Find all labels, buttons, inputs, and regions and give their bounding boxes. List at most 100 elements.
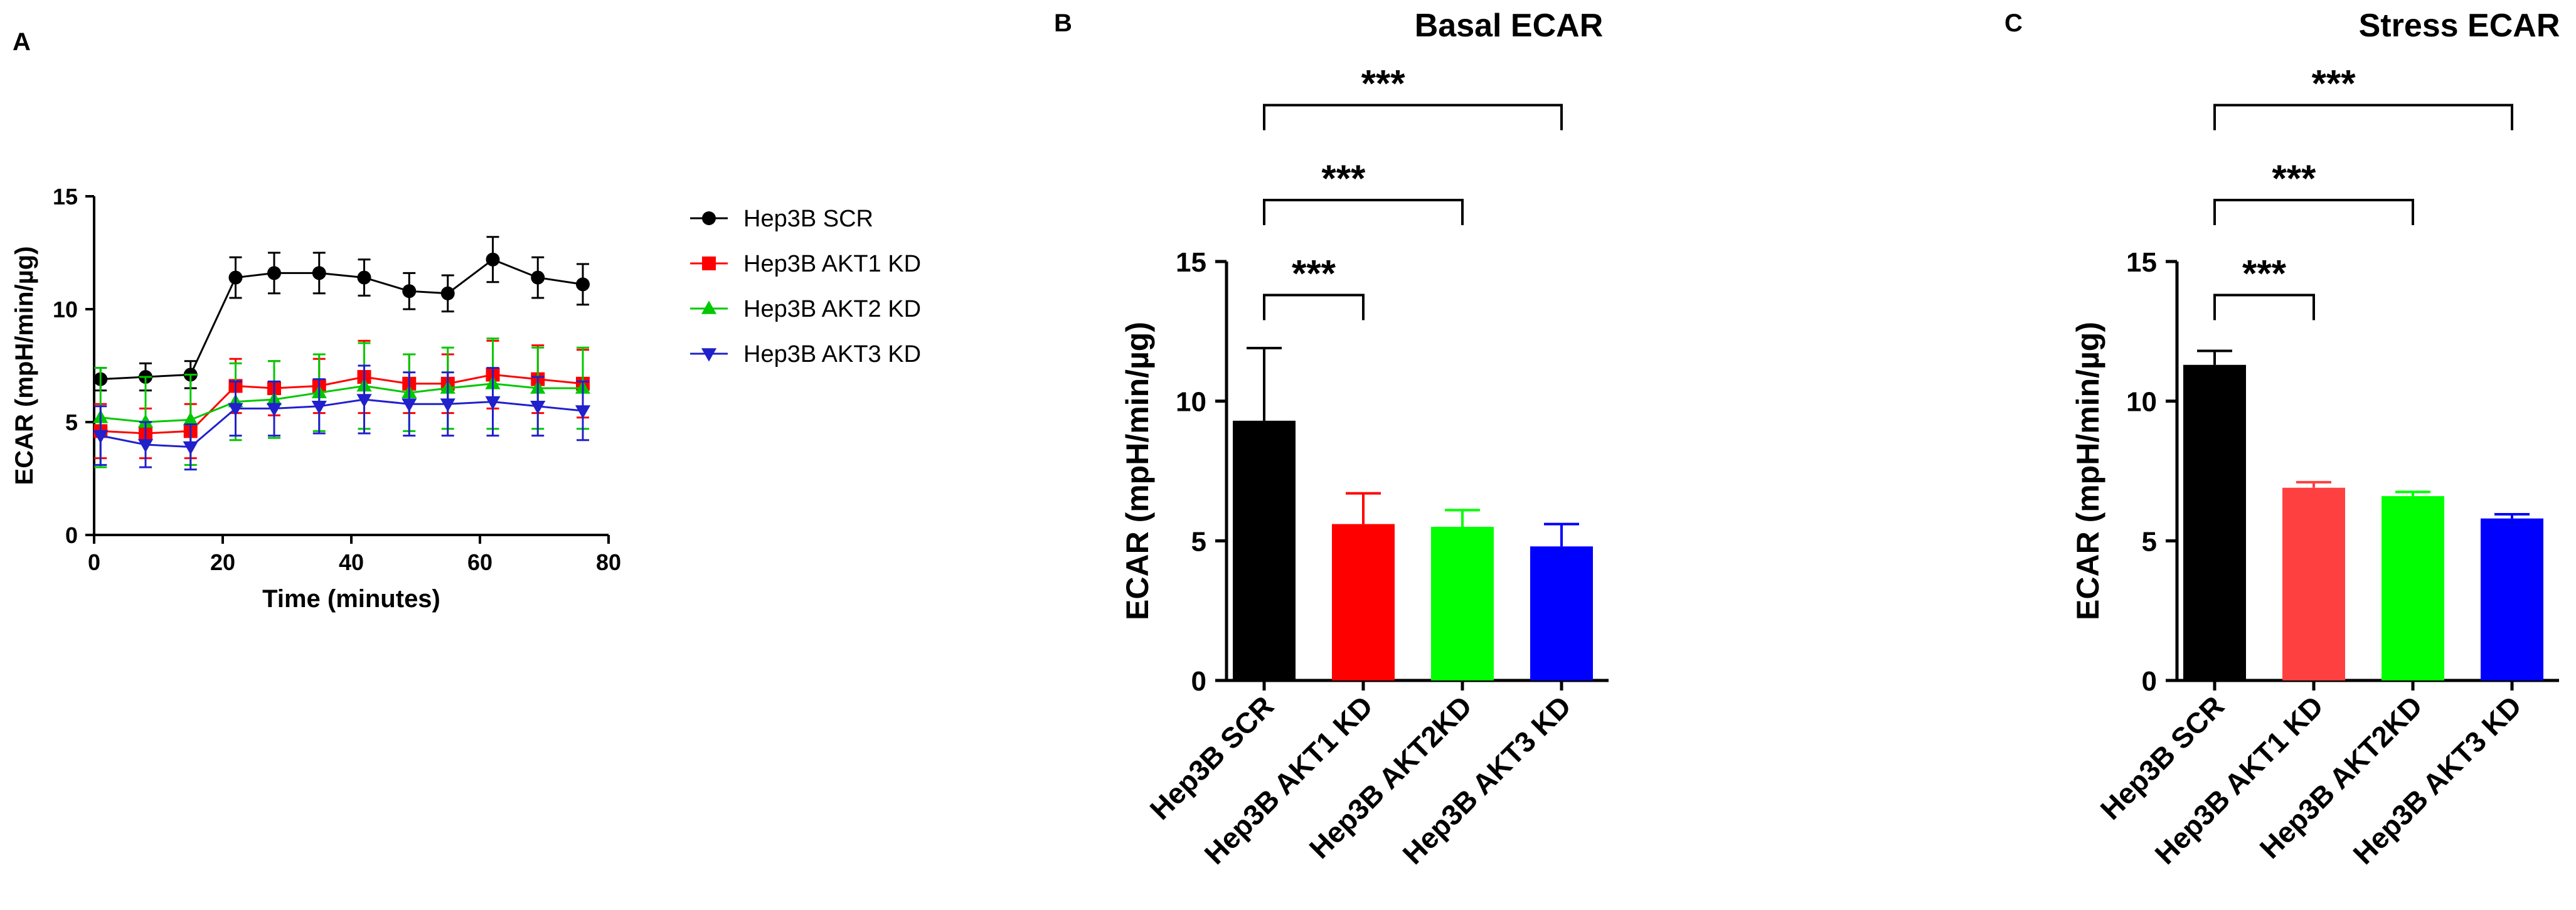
panel-c-bracket-line: [2213, 103, 2513, 130]
panel-a-data-point: [267, 266, 281, 280]
panel-c-title: Stress ECAR: [2359, 8, 2560, 44]
panel-a-data-point: [93, 430, 109, 444]
panel-b-bracket-line: [1263, 199, 1464, 226]
panel-a-x-tick-label: 80: [596, 549, 621, 575]
panel-a-data-point: [312, 266, 326, 280]
panel-b-significance-bracket: ***: [1263, 157, 1464, 226]
panel-b-significance-label: ***: [1292, 252, 1336, 294]
panel-a-x-tick-label: 60: [467, 549, 492, 575]
panel-b-bracket-line: [1263, 103, 1563, 130]
panel-a-line-chart: 0 5 10 15 0 20 40 60 80 Time (minutes) ECAR (mpH/m…: [11, 184, 921, 613]
panel-a-series: [93, 236, 591, 471]
panel-a-legend-label: Hep3B AKT1 KD: [743, 251, 921, 277]
panel-c-letter: C: [2004, 9, 2023, 37]
panel-a-legend-item-2: Hep3B AKT1 KD: [690, 251, 921, 277]
panel-a-legend-item-4: Hep3B AKT3 KD: [690, 341, 921, 368]
panel-a-data-point: [228, 403, 243, 417]
panel-a-legend-label: Hep3B AKT3 KD: [743, 341, 921, 368]
panel-a-data-point: [485, 396, 501, 410]
panel-b-y-axis-label: ECAR (mpH/min/µg): [1120, 322, 1155, 620]
panel-b-bracket-line: [1263, 294, 1365, 320]
panel-b-bar-chart: Basal ECAR 0 5 10 15 ECAR (mpH/min/µg)Hep3B S…: [1120, 8, 1609, 870]
panel-c-y-axis-label: ECAR (mpH/min/µg): [2070, 322, 2105, 620]
panel-c-bar-group: Hep3B AKT3 KD: [2346, 513, 2543, 870]
panel-b-x-tick-label: Hep3B AKT1 KD: [1198, 689, 1379, 870]
panel-a-legend-item-3: Hep3B AKT2 KD: [690, 296, 921, 322]
panel-a-data-point: [137, 414, 154, 428]
panel-a-data-point: [486, 252, 500, 267]
panel-a-legend: Hep3B SCR Hep3B AKT1 KD Hep3B AKT2 KD Hep3B…: [690, 206, 921, 368]
panel-a-series-line: [100, 383, 583, 423]
panel-c-significance-bracket: ***: [2213, 157, 2414, 226]
panel-a-legend-marker: [701, 348, 717, 362]
panel-a-data-point: [183, 411, 198, 426]
panel-a-legend-label: Hep3B SCR: [743, 206, 873, 232]
panel-a-legend-marker: [701, 300, 717, 314]
panel-a-x-tick-label: 40: [339, 549, 364, 575]
panel-a-y-tick-label: 15: [53, 184, 78, 209]
panel-a-data-point: [183, 441, 198, 455]
panel-a-legend-marker: [702, 211, 716, 225]
panel-b-significance-label: ***: [1321, 157, 1366, 199]
panel-a-data-point: [530, 401, 546, 415]
panel-a-series-4: [93, 364, 591, 471]
panel-c-x-tick-label: Hep3B AKT3 KD: [2346, 689, 2528, 870]
panel-a-data-point: [356, 394, 372, 408]
panel-a-letter: A: [13, 28, 31, 56]
panel-c-y-tick-label: 0: [2142, 666, 2157, 697]
panel-a-data-point: [311, 401, 327, 415]
panel-c-significance-bracket: ***: [2213, 63, 2513, 130]
panel-b-bar-group: Hep3B SCR: [1144, 347, 1296, 826]
panel-c-bar-group: Hep3B SCR: [2094, 349, 2246, 826]
panel-c-bar: [2481, 518, 2543, 680]
panel-a-x-tick-label: 20: [210, 549, 235, 575]
panel-a-data-point: [440, 286, 455, 300]
panel-b-y-tick-label: 0: [1191, 666, 1206, 697]
panel-a-data-point: [440, 398, 455, 412]
panel-b-letter: B: [1054, 9, 1072, 37]
panel-a-data-point: [357, 270, 371, 285]
panel-a-y-axis-label: ECAR (mpH/min/µg): [11, 246, 38, 485]
panel-c-significance-bracket: ***: [2213, 252, 2315, 320]
panel-a-data-point: [137, 439, 154, 453]
panel-c-x-tick-label: Hep3B AKT1 KD: [2148, 689, 2329, 870]
panel-b-y-tick-label: 10: [1176, 387, 1206, 418]
panel-c-significance-label: ***: [2312, 63, 2356, 105]
panel-c-significance-label: ***: [2272, 157, 2316, 199]
panel-a-series-line: [100, 373, 583, 435]
panel-a-data-point: [228, 270, 243, 285]
panel-b-significance-bracket: ***: [1263, 252, 1365, 320]
panel-a-y-tick-label: 0: [65, 522, 78, 548]
panel-a-series-2: [93, 339, 590, 460]
panel-a-data-point: [402, 398, 417, 412]
panel-b-significance-bracket: ***: [1263, 63, 1563, 130]
panel-c-bar: [2282, 487, 2345, 680]
panel-c-bar: [2382, 496, 2444, 680]
panel-b-y-tick-label: 15: [1176, 247, 1206, 278]
panel-a-y-tick-label: 10: [53, 297, 78, 322]
panel-a-data-point: [402, 284, 417, 299]
panel-b-title: Basal ECAR: [1415, 8, 1604, 44]
panel-c-bar: [2183, 364, 2246, 680]
panel-c-y-tick-label: 15: [2126, 247, 2157, 278]
panel-b-bar: [1530, 546, 1593, 680]
panel-b-significance-label: ***: [1361, 63, 1406, 105]
panel-c-bracket-line: [2213, 199, 2414, 226]
panel-a-x-axis-label: Time (minutes): [262, 585, 440, 613]
panel-a-data-point: [266, 403, 282, 417]
panel-a-legend-marker: [702, 257, 716, 270]
panel-c-significance-label: ***: [2242, 252, 2287, 294]
panel-a-data-point: [575, 405, 591, 419]
panel-b-bar: [1233, 420, 1296, 680]
panel-c-bracket-line: [2213, 294, 2315, 320]
panel-c-y-tick-label: 5: [2142, 526, 2157, 557]
panel-b-x-tick-label: Hep3B AKT3 KD: [1396, 689, 1577, 870]
panel-a-legend-item-1: Hep3B SCR: [690, 206, 873, 232]
panel-b-bar: [1332, 524, 1395, 680]
panel-b-bar: [1431, 527, 1494, 680]
panel-b-y-tick-label: 5: [1191, 526, 1206, 557]
panel-a-series-1: [93, 236, 590, 392]
panel-a-data-point: [576, 277, 590, 292]
